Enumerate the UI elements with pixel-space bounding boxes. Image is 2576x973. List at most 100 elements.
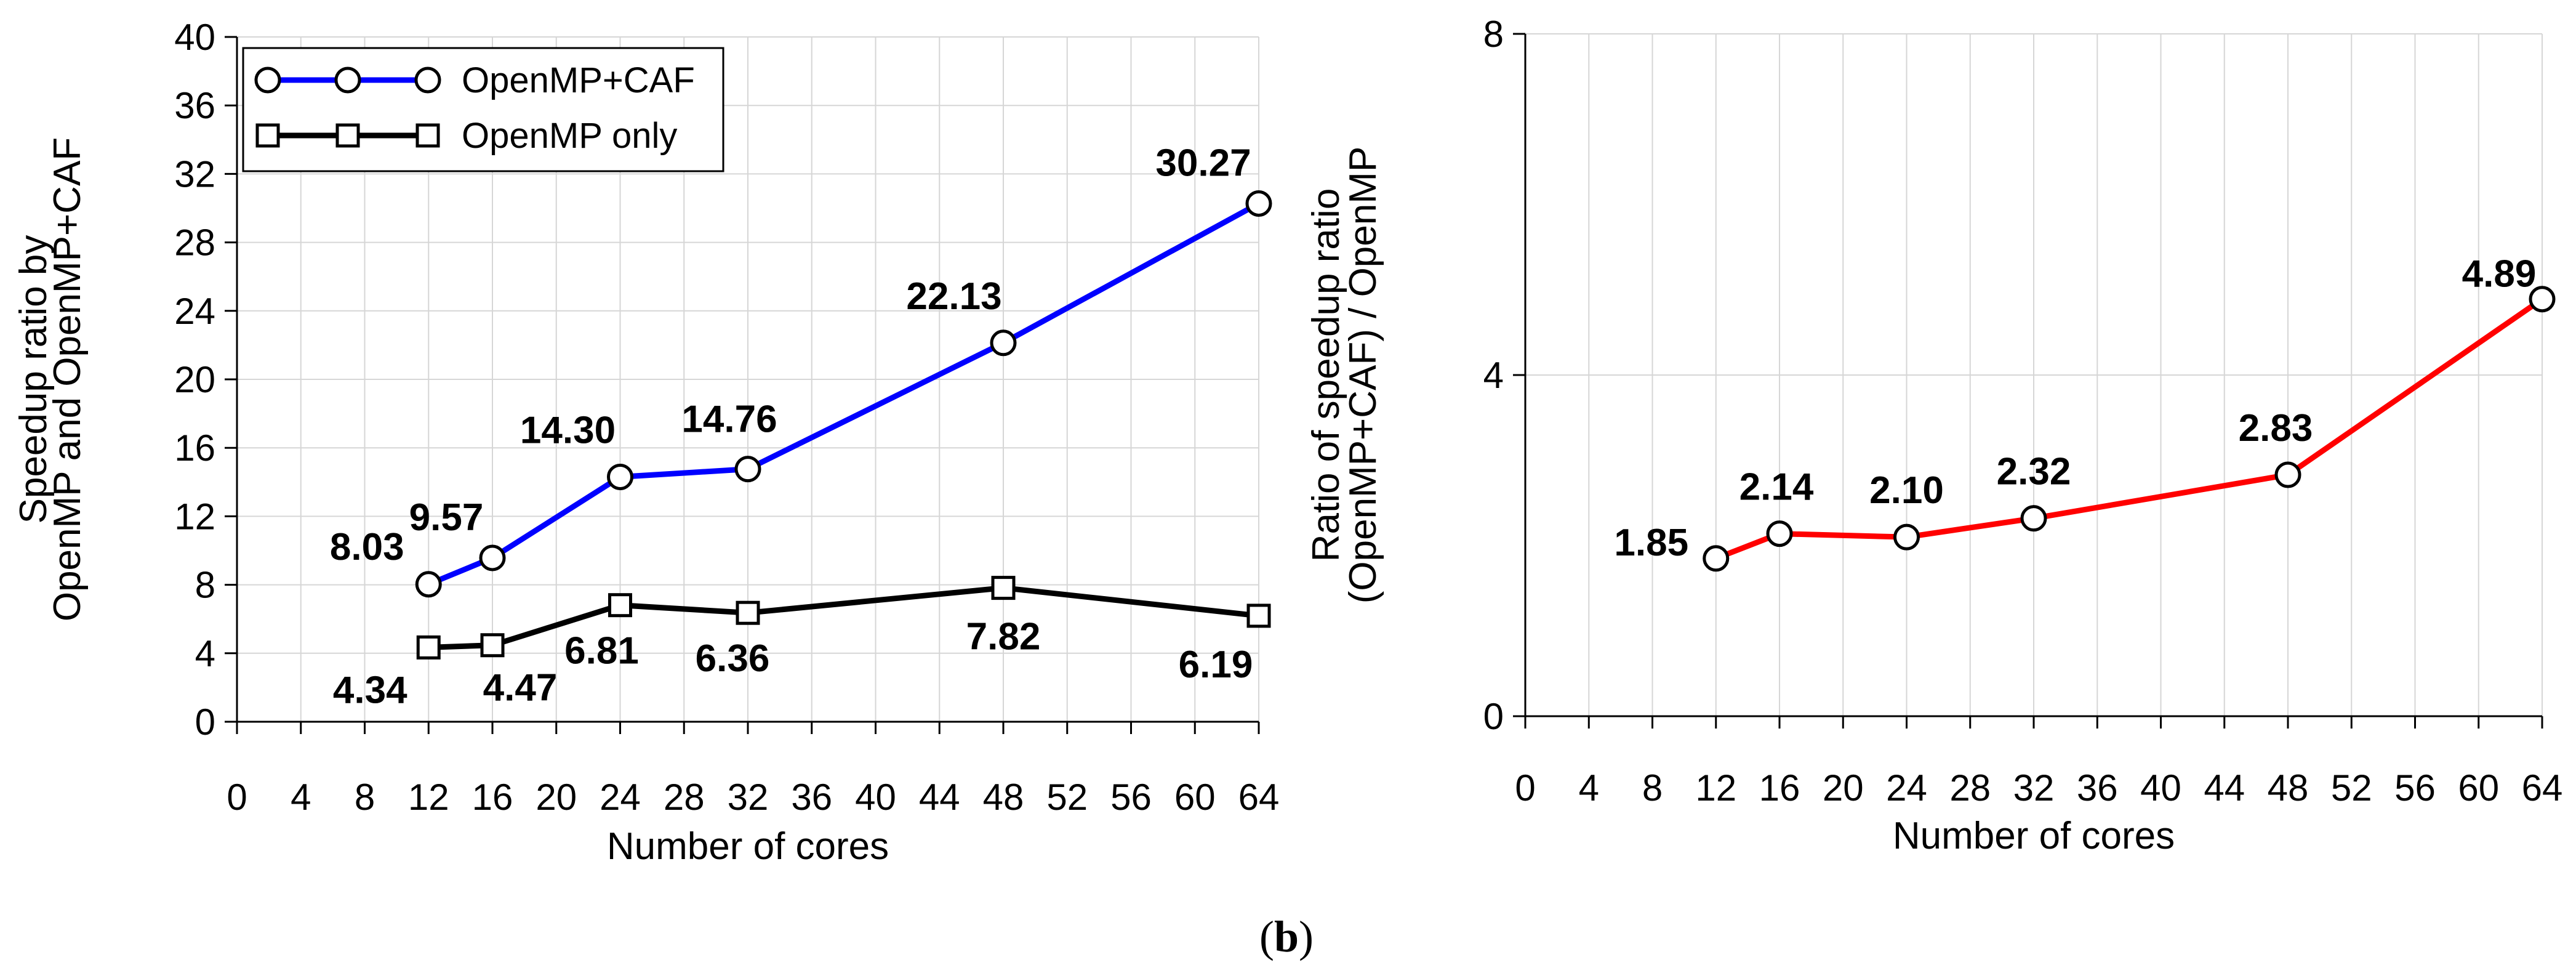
y-axis-title-line: OpenMP and OpenMP+CAF <box>46 137 89 621</box>
data-label: 4.47 <box>483 667 558 709</box>
legend-label: OpenMP+CAF <box>462 60 695 100</box>
data-point-marker <box>1245 190 1272 217</box>
x-tick-label: 28 <box>664 777 705 818</box>
x-tick-label: 56 <box>1110 777 1152 818</box>
y-tick-label: 36 <box>174 85 215 126</box>
x-tick-label: 16 <box>1759 767 1800 809</box>
data-label: 2.83 <box>2239 407 2313 450</box>
x-tick-label: 32 <box>2013 767 2055 809</box>
y-tick-label: 0 <box>1483 696 1504 737</box>
data-label: 8.03 <box>330 526 404 568</box>
x-tick-label: 12 <box>1695 767 1736 809</box>
y-tick-label: 4 <box>1483 355 1504 396</box>
data-label: 6.36 <box>696 637 770 680</box>
data-label: 14.30 <box>520 409 616 451</box>
data-point-marker <box>607 463 633 490</box>
legend-marker <box>255 123 280 148</box>
x-tick-label: 52 <box>2331 767 2372 809</box>
data-point-marker <box>1703 545 1730 572</box>
x-tick-label: 64 <box>1238 777 1280 818</box>
data-label: 4.89 <box>2462 253 2537 296</box>
y-axis-title-line: Speedup ratio by <box>12 235 55 524</box>
data-label: 6.19 <box>1179 644 1253 686</box>
x-tick-label: 28 <box>1949 767 1991 809</box>
x-tick-label: 48 <box>2268 767 2309 809</box>
x-axis-title: Number of cores <box>1893 815 2175 857</box>
data-label: 9.57 <box>409 496 484 539</box>
data-label: 2.14 <box>1739 466 1814 509</box>
data-label: 1.85 <box>1614 522 1688 564</box>
data-point-marker <box>1246 604 1271 628</box>
data-point-marker <box>2020 505 2047 532</box>
x-tick-label: 60 <box>2458 767 2499 809</box>
x-tick-label: 40 <box>2140 767 2181 809</box>
y-tick-label: 20 <box>174 359 215 400</box>
data-label: 2.10 <box>1869 469 1944 512</box>
y-tick-label: 24 <box>174 291 215 332</box>
data-point-marker <box>734 456 761 483</box>
data-label: 22.13 <box>906 275 1001 318</box>
y-tick-label: 32 <box>174 153 215 195</box>
caption-letter: b <box>1274 912 1299 961</box>
x-tick-label: 56 <box>2394 767 2436 809</box>
x-tick-label: 24 <box>600 777 641 818</box>
data-point-marker <box>1766 520 1793 547</box>
legend-box <box>242 47 724 172</box>
data-point-marker <box>991 576 1016 600</box>
data-point-marker <box>990 329 1017 357</box>
data-point-marker <box>608 593 632 618</box>
x-axis-title: Number of cores <box>607 825 889 868</box>
x-tick-label: 60 <box>1174 777 1216 818</box>
x-tick-label: 64 <box>2522 767 2563 809</box>
x-tick-label: 12 <box>408 777 449 818</box>
x-tick-label: 44 <box>919 777 960 818</box>
x-tick-label: 36 <box>2077 767 2118 809</box>
x-tick-label: 24 <box>1886 767 1927 809</box>
right-chart: 0 4 8 12 16 20 24 28 32 36 40 44 48 52 56 60 64048Number… <box>1305 14 2562 857</box>
caption-open-paren: ( <box>1259 912 1274 961</box>
data-label: 14.76 <box>681 398 777 441</box>
left-chart: 0 4 8 12 16 20 24 28 32 36 40 44 48 52 56 60 64048121620… <box>12 17 1279 868</box>
x-tick-label: 32 <box>728 777 769 818</box>
data-point-marker <box>415 571 442 598</box>
y-tick-label: 8 <box>1483 14 1504 55</box>
x-tick-label: 4 <box>1579 767 1599 809</box>
series-line <box>428 585 1259 650</box>
data-label: 6.81 <box>564 630 639 672</box>
data-point-marker <box>2274 461 2301 488</box>
y-tick-label: 28 <box>174 222 215 264</box>
data-label: 30.27 <box>1155 142 1251 184</box>
legend-marker <box>254 67 281 94</box>
data-label: 4.34 <box>333 669 407 711</box>
x-tick-label: 20 <box>1823 767 1864 809</box>
x-tick-label: 8 <box>355 777 375 818</box>
data-point-marker <box>1893 523 1920 551</box>
legend-marker <box>335 123 360 148</box>
x-tick-label: 52 <box>1046 777 1088 818</box>
legend-marker <box>334 67 361 94</box>
y-tick-label: 40 <box>174 17 215 58</box>
legend-marker <box>414 67 441 94</box>
x-tick-label: 4 <box>291 777 311 818</box>
series-line <box>1715 297 2544 561</box>
x-tick-label: 36 <box>791 777 832 818</box>
y-axis-title-line: Ratio of speedup ratio <box>1305 188 1347 562</box>
x-tick-label: 48 <box>983 777 1024 818</box>
data-point-marker <box>479 544 506 571</box>
x-tick-label: 44 <box>2204 767 2245 809</box>
x-tick-label: 16 <box>472 777 513 818</box>
x-tick-label: 0 <box>227 777 247 818</box>
x-tick-label: 0 <box>1515 767 1535 809</box>
data-point-marker <box>736 600 760 625</box>
data-point-marker <box>2529 286 2556 313</box>
legend-marker <box>415 123 440 148</box>
data-label: 2.32 <box>1997 451 2071 493</box>
legend-label: OpenMP only <box>462 116 677 156</box>
y-tick-label: 12 <box>174 496 215 537</box>
data-point-marker <box>480 633 505 658</box>
x-tick-label: 20 <box>536 777 577 818</box>
series-line <box>427 201 1261 587</box>
y-tick-label: 8 <box>195 565 215 606</box>
caption-close-paren: ) <box>1299 912 1314 961</box>
